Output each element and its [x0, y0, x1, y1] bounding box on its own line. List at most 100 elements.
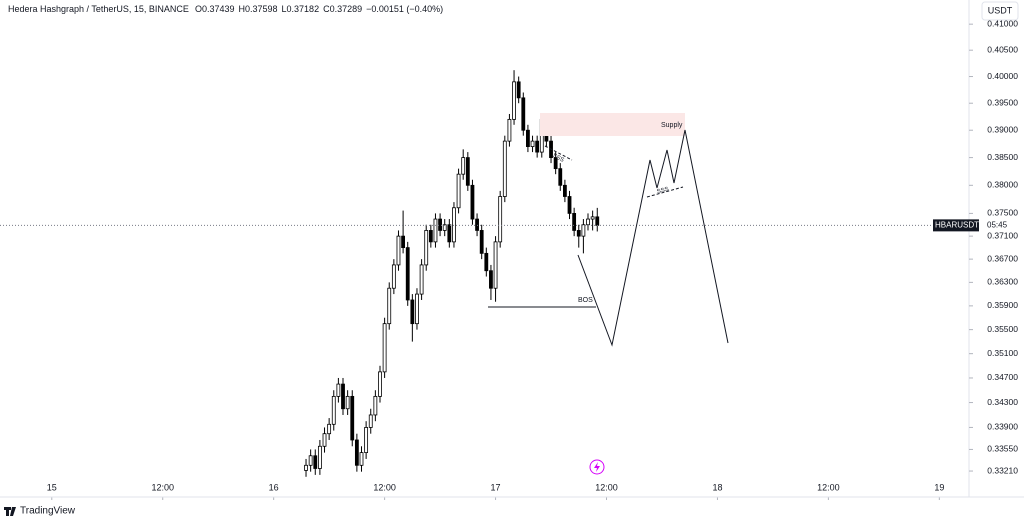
candle-body [572, 213, 577, 231]
y-tick-label: 0.35500 [987, 324, 1018, 334]
x-tick-label: 16 [269, 482, 279, 492]
x-tick-label: 12:00 [595, 482, 618, 492]
candle-body [308, 455, 313, 466]
change: −0.00151 (−0.40%) [366, 4, 443, 14]
candle-body [461, 157, 466, 175]
bos-label: BOS [578, 297, 593, 304]
event-icon-bolt [594, 462, 600, 472]
candle-body [424, 230, 429, 266]
supply-label: Supply [661, 122, 683, 129]
candle-body [345, 395, 350, 410]
supply-zone[interactable] [540, 113, 685, 136]
candle-body [526, 129, 530, 148]
candle-body [558, 168, 563, 186]
candle-body [359, 452, 364, 466]
candle-body [433, 218, 438, 243]
currency-button[interactable] [981, 1, 1019, 21]
candle-body [313, 455, 318, 469]
candle-body [516, 81, 521, 99]
candle-body [336, 383, 341, 397]
x-tick-label: 12:00 [373, 482, 396, 492]
candle-body [401, 235, 406, 249]
y-tick-label: 0.33900 [987, 422, 1018, 432]
candle-body [341, 383, 345, 410]
y-tick-label: 0.36700 [987, 253, 1018, 263]
y-tick-label: 0.39500 [987, 97, 1018, 107]
candle-body [530, 140, 535, 148]
candle-body [419, 264, 424, 295]
candle-body [567, 196, 572, 214]
symbol-title: Hedera Hashgraph / TetherUS, 15, BINANCE… [8, 4, 443, 14]
candle-body [350, 395, 355, 441]
close: C0.37289 [323, 4, 362, 14]
candle-body [479, 230, 484, 254]
candle-body [405, 247, 410, 301]
candle-body [465, 157, 470, 186]
candle-body [562, 184, 567, 197]
candle-body [387, 287, 392, 325]
time-axis: 15 12:00 16 12:00 17 12:00 18 12:00 19 [47, 482, 944, 500]
y-tick-label: 0.36300 [987, 277, 1018, 287]
symbol: Hedera Hashgraph / TetherUS, 15, BINANCE [8, 4, 189, 14]
candle-body [456, 173, 461, 209]
low: L0.37182 [282, 4, 320, 14]
y-tick-label: 0.35100 [987, 348, 1018, 358]
candle-body [317, 445, 322, 469]
y-tick-label: 0.33550 [987, 444, 1018, 454]
x-tick-label: 18 [712, 482, 722, 492]
candle-body [415, 293, 419, 325]
price-axis: 0.41000 0.40500 0.40000 0.39500 0.39000 0.385… [969, 18, 1018, 475]
candle-body [512, 81, 516, 120]
event-icon[interactable] [589, 459, 605, 475]
candle-body [378, 371, 382, 397]
candle-body [442, 224, 447, 231]
y-tick-label: 0.37500 [987, 208, 1018, 218]
y-tick-label: 0.33210 [987, 465, 1018, 475]
brand: TradingView [20, 506, 76, 517]
x-tick-label: 19 [934, 482, 944, 492]
high: H0.37598 [238, 4, 277, 14]
sss-line[interactable] [646, 186, 684, 198]
currency[interactable]: USDT [988, 5, 1013, 15]
candle-body [327, 423, 332, 435]
candle-body [322, 433, 327, 447]
candle-body [428, 230, 433, 243]
candle-body [576, 230, 581, 237]
price-tag-countdown: 05:45 [987, 220, 1008, 229]
x-tick-label: 15 [47, 482, 57, 492]
sss-label: SSS [656, 187, 669, 196]
y-tick-label: 0.35900 [987, 300, 1018, 310]
candle-body [304, 464, 308, 471]
candle-body [331, 395, 336, 425]
candle-body [364, 427, 369, 454]
candle-body [391, 264, 396, 289]
candle-body [498, 196, 503, 243]
sss-label: SSS [551, 153, 564, 164]
candle-body [535, 140, 540, 153]
candle-body [493, 241, 498, 289]
x-tick-label: 17 [491, 482, 501, 492]
candle-body [410, 299, 415, 325]
projection-path[interactable] [577, 129, 729, 347]
candle-body [447, 224, 452, 243]
candle-body [484, 252, 489, 272]
candle-body [581, 224, 586, 237]
candle-body [507, 118, 512, 142]
y-tick-label: 0.40000 [987, 71, 1018, 81]
sss-line[interactable] [544, 145, 573, 161]
x-tick-label: 12:00 [151, 482, 174, 492]
candle-body [590, 216, 595, 220]
candle-body [502, 140, 507, 197]
x-tick-label: 12:00 [817, 482, 840, 492]
y-tick-label: 0.40500 [987, 44, 1018, 54]
candle-body [475, 218, 479, 231]
y-tick-label: 0.34300 [987, 397, 1018, 407]
open: O0.37439 [195, 4, 235, 14]
candle-body [452, 207, 456, 243]
y-tick-label: 0.38000 [987, 180, 1018, 190]
y-tick-label: 0.39000 [987, 124, 1018, 134]
candle-body [354, 439, 359, 466]
